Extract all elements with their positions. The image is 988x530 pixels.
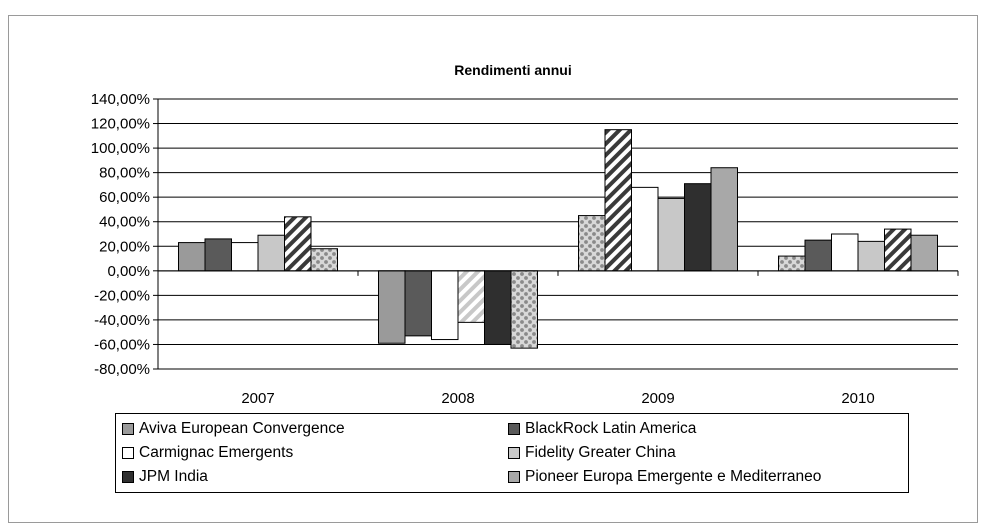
legend-label: BlackRock Latin America — [525, 420, 697, 437]
bar-2010-5 — [910, 234, 938, 272]
bar-2008-0 — [378, 270, 406, 344]
bar-2007-0 — [178, 242, 206, 272]
y-tick-label: 140,00% — [91, 91, 150, 108]
y-tick-label: 80,00% — [99, 165, 150, 182]
chart-legend: Aviva European Convergence BlackRock Lati… — [115, 413, 909, 493]
legend-swatch — [122, 447, 134, 459]
bar-2009-1 — [604, 129, 632, 272]
bar-2010-3 — [857, 240, 885, 272]
legend-item: Aviva European Convergence — [122, 418, 345, 440]
x-tick-label: 2008 — [441, 390, 474, 407]
legend-label: JPM India — [139, 468, 208, 485]
legend-swatch — [508, 423, 520, 435]
bar-2009-2 — [631, 186, 659, 272]
legend-item: Pioneer Europa Emergente e Mediterraneo — [508, 466, 821, 488]
y-tick-label: 120,00% — [91, 116, 150, 133]
legend-swatch — [508, 447, 520, 459]
y-tick-label: -80,00% — [94, 361, 150, 378]
bar-2008-1 — [404, 270, 432, 337]
y-axis-ticks: 140,00% 120,00% 100,00% 80,00% 60,00% 40,00% 2… — [91, 91, 158, 378]
legend-label: Aviva European Convergence — [139, 420, 345, 437]
bar-2007-3 — [257, 234, 285, 272]
bars — [178, 129, 938, 349]
y-tick-label: -40,00% — [94, 312, 150, 329]
legend-label: Pioneer Europa Emergente e Mediterraneo — [525, 468, 822, 485]
bar-2010-0 — [778, 255, 806, 272]
bar-2007-4 — [284, 216, 312, 272]
y-tick-label: 100,00% — [91, 140, 150, 157]
bar-2010-2 — [831, 233, 859, 272]
bar-2009-3 — [657, 197, 685, 272]
y-tick-label: 20,00% — [99, 238, 150, 255]
y-tick-label: 60,00% — [99, 189, 150, 206]
bar-2010-1 — [804, 239, 832, 272]
bar-2007-2 — [231, 242, 259, 272]
bar-2007-5 — [310, 248, 338, 272]
bar-2009-4 — [684, 183, 712, 272]
bar-2009-5 — [710, 167, 738, 272]
bar-2007-1 — [204, 238, 232, 272]
bar-2008-5 — [510, 270, 538, 349]
y-tick-label: -60,00% — [94, 336, 150, 353]
y-tick-label: 0,00% — [107, 263, 150, 280]
legend-swatch — [122, 471, 134, 483]
bar-2008-3 — [457, 270, 485, 323]
legend-item: BlackRock Latin America — [508, 418, 696, 440]
x-tick-label: 2007 — [241, 390, 274, 407]
legend-label: Fidelity Greater China — [525, 444, 676, 461]
y-tick-label: -20,00% — [94, 287, 150, 304]
y-tick-label: 40,00% — [99, 214, 150, 231]
x-tick-label: 2009 — [641, 390, 674, 407]
x-axis-ticks: 2007 2008 2009 2010 — [157, 270, 959, 407]
legend-label: Carmignac Emergents — [139, 444, 294, 461]
chart-title: Rendimenti annui — [454, 62, 571, 78]
legend-swatch — [508, 471, 520, 483]
legend-item: Carmignac Emergents — [122, 442, 293, 464]
legend-swatch — [122, 423, 134, 435]
legend-item: Fidelity Greater China — [508, 442, 676, 464]
bar-2008-2 — [431, 270, 459, 341]
legend-item: JPM India — [122, 466, 208, 488]
x-tick-label: 2010 — [841, 390, 874, 407]
bar-2008-4 — [484, 270, 512, 345]
bar-2009-0 — [578, 215, 606, 272]
bar-2010-4 — [884, 228, 912, 272]
